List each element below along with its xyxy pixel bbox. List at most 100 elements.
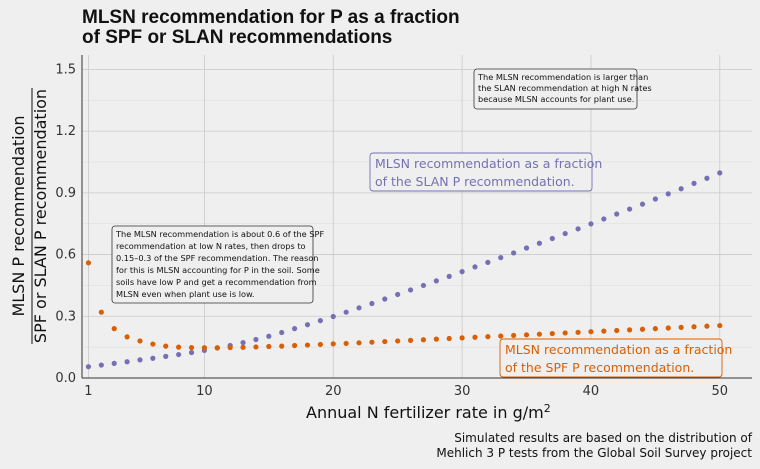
axes (81, 55, 752, 379)
data-point-slan (498, 255, 504, 261)
series-label-slan-line-1: MLSN recommendation as a fraction (375, 156, 602, 171)
data-point-spf (137, 338, 143, 344)
data-point-slan (446, 273, 452, 279)
y-axis-title: MLSN P recommendation SPF or SLAN P reco… (9, 88, 50, 344)
data-point-spf (498, 333, 504, 339)
data-point-spf (536, 331, 543, 337)
data-point-spf (304, 342, 311, 348)
data-point-spf (382, 338, 388, 345)
caption-line-2: Mehlich 3 P tests from the Global Soil S… (436, 446, 752, 460)
data-point-spf (201, 345, 208, 351)
x-tick-label: 1 (84, 384, 92, 399)
data-point-slan (588, 221, 594, 227)
annotation-left-line-1: The MLSN recommendation is about 0.6 of … (115, 229, 324, 239)
annotation-left-line-3: 0.15–0.3 of the SPF recommendation. The … (116, 253, 318, 263)
data-point-spf (485, 334, 491, 340)
data-point-slan (356, 305, 362, 311)
series-slan-points (85, 170, 723, 370)
data-point-spf (472, 334, 478, 340)
data-point-slan (407, 287, 414, 293)
data-point-spf (626, 327, 633, 333)
data-point-slan (433, 278, 439, 284)
y-tick-label: 0.0 (55, 371, 76, 386)
data-point-slan (137, 357, 143, 363)
data-point-spf (343, 340, 349, 347)
y-axis-title-denominator: SPF or SLAN P recommendation (31, 89, 50, 343)
data-point-slan (98, 362, 104, 368)
chart-title-line-2: of SPF or SLAN recommendations (82, 27, 392, 48)
grid (82, 55, 752, 379)
x-axis-title: Annual N fertilizer rate in g/m2 (306, 402, 551, 422)
series-label-slan-box (369, 152, 593, 192)
data-point-spf (317, 341, 323, 348)
data-point-spf (433, 336, 439, 342)
data-point-slan (163, 353, 169, 359)
caption-line-1: Simulated results are based on the distr… (454, 431, 753, 445)
data-point-slan (575, 226, 581, 232)
data-point-slan (678, 186, 684, 192)
series-label-spf: MLSN recommendation as a fraction of the… (499, 338, 732, 378)
annotation-left-line-5: soils have low P and get a recommendatio… (116, 277, 317, 287)
x-tick-label: 20 (325, 384, 342, 399)
data-point-spf (124, 334, 130, 340)
data-point-slan (304, 322, 311, 328)
data-point-spf (549, 330, 555, 337)
annotation-left-line-2: recommendation at low N rates, then drop… (116, 241, 306, 251)
data-point-spf (523, 332, 530, 338)
caption: Simulated results are based on the distr… (436, 431, 752, 460)
data-point-slan (523, 245, 530, 251)
data-point-spf (420, 337, 427, 343)
data-point-spf (446, 335, 452, 342)
data-point-slan (420, 282, 427, 289)
x-tick-label: 30 (454, 384, 471, 399)
data-point-slan (511, 250, 517, 256)
tick-labels: 0.0 0.3 0.6 0.9 1.2 1.5 1 10 20 30 40 50 (55, 62, 728, 399)
data-point-slan (111, 360, 117, 366)
data-point-spf (188, 344, 195, 351)
data-point-spf (266, 343, 272, 350)
series-label-spf-line-1: MLSN recommendation as a fraction (505, 342, 732, 357)
data-point-spf (459, 335, 465, 341)
data-point-slan (150, 355, 156, 361)
annotation-top-line-3: because MLSN accounts for plant use. (478, 94, 634, 104)
data-point-slan (176, 351, 182, 358)
data-point-spf (562, 330, 568, 336)
data-point-slan (240, 340, 246, 346)
x-tick-label: 10 (196, 384, 213, 399)
data-point-slan (124, 359, 130, 365)
data-point-slan (549, 235, 555, 242)
data-point-spf (588, 329, 594, 335)
x-tick-label: 50 (712, 384, 729, 399)
data-point-slan (459, 269, 465, 275)
data-point-spf (330, 341, 336, 347)
data-point-spf (639, 326, 646, 332)
annotation-top-box (473, 68, 638, 110)
data-point-spf (691, 324, 697, 330)
data-point-slan (382, 296, 388, 302)
data-point-slan (614, 211, 620, 217)
annotation-left-box (111, 225, 314, 304)
y-tick-label: 1.5 (55, 62, 76, 77)
data-point-slan (626, 206, 633, 212)
data-point-spf (98, 309, 104, 315)
data-point-slan (717, 170, 723, 176)
series-spf-points (85, 260, 723, 351)
data-point-slan (691, 180, 697, 186)
data-point-spf (240, 344, 246, 350)
data-point-slan (485, 259, 491, 265)
annotation-top-line-1: The MLSN recommendation is larger than (477, 72, 648, 82)
data-point-spf (614, 327, 620, 334)
data-point-spf (111, 326, 117, 332)
series-label-spf-line-2: of the SPF P recommendation. (505, 360, 694, 375)
data-point-slan (665, 191, 671, 197)
annotation-left-line-4: for this is MLSN accounting for P in the… (116, 265, 320, 275)
y-tick-label: 0.9 (55, 186, 76, 201)
x-tick-label: 40 (583, 384, 600, 399)
plot-area: 0.0 0.3 0.6 0.9 1.2 1.5 1 10 20 30 40 50 (55, 55, 752, 399)
data-point-spf (356, 340, 362, 346)
data-point-slan (253, 336, 259, 343)
x-axis-title-superscript: 2 (544, 402, 551, 415)
data-point-slan (639, 201, 646, 207)
y-tick-label: 0.6 (55, 248, 76, 263)
data-point-spf (253, 344, 259, 350)
